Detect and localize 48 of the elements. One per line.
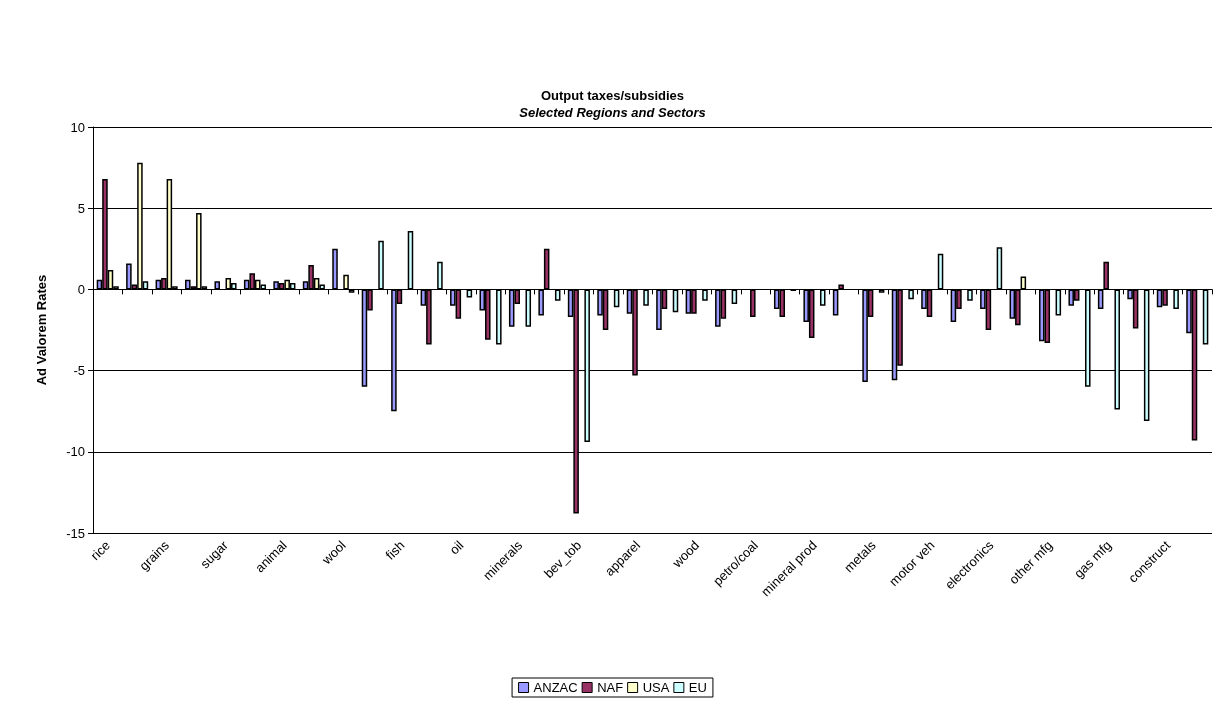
- bar: [672, 289, 679, 313]
- x-tick-label: gas mfg: [1070, 537, 1115, 581]
- y-tick-label: 5: [77, 200, 85, 216]
- bar: [214, 281, 220, 290]
- bar: [538, 289, 544, 316]
- bar: [908, 289, 914, 300]
- y-tick-label: -10: [66, 444, 85, 460]
- bar: [543, 248, 550, 290]
- chart-title: Output taxes/subsidies: [540, 88, 685, 103]
- bar: [750, 289, 756, 318]
- legend-label: NAF: [597, 680, 624, 695]
- bar: [1173, 289, 1179, 309]
- bar: [525, 289, 532, 327]
- bar: [496, 289, 502, 345]
- x-tick-label: oil: [446, 537, 467, 558]
- legend-label: USA: [642, 680, 670, 695]
- x-tick-label: rice: [87, 537, 114, 564]
- y-tick-label: -15: [66, 525, 85, 541]
- bar: [466, 289, 473, 298]
- bar: [407, 230, 414, 290]
- y-tick-label: 10: [70, 119, 85, 135]
- y-axis-title: Ad Valorem Rates: [34, 274, 49, 386]
- bar: [378, 240, 384, 290]
- y-tick-label: -5: [73, 363, 85, 379]
- x-tick-label: fish: [382, 537, 408, 563]
- bar: [819, 289, 826, 306]
- bar: [332, 248, 338, 290]
- bar: [437, 261, 443, 290]
- bar: [1020, 276, 1027, 290]
- legend-label: ANZAC: [533, 680, 578, 695]
- bar: [643, 289, 649, 306]
- bar: [967, 289, 973, 301]
- bar: [613, 289, 620, 308]
- bar: [702, 289, 708, 301]
- bar: [996, 247, 1003, 290]
- bar: [1202, 289, 1209, 345]
- chart-subtitle: Selected Regions and Sectors: [519, 105, 706, 120]
- legend-label: EU: [688, 680, 707, 695]
- bar: [554, 289, 561, 301]
- bar: [838, 284, 844, 290]
- bar: [832, 289, 839, 316]
- bar: [937, 253, 944, 290]
- bar: [1055, 289, 1062, 316]
- bar: [1097, 289, 1104, 309]
- bar: [343, 274, 349, 290]
- y-tick-label: 0: [77, 281, 85, 297]
- bar: [731, 289, 738, 305]
- bar: [1103, 261, 1109, 290]
